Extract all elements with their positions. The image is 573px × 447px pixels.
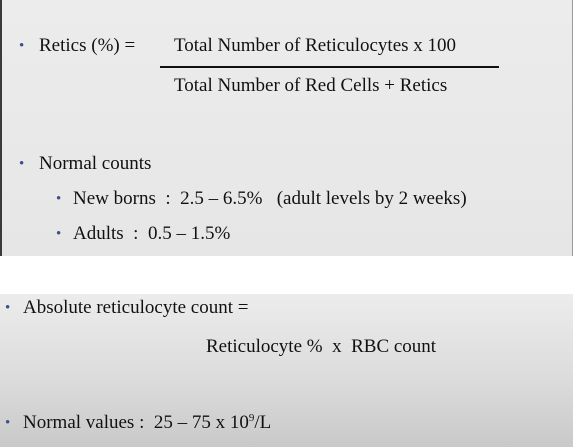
normal-counts-heading: Normal counts [39,153,151,175]
bullet-icon: • [5,412,10,434]
retics-formula-numerator: Total Number of Reticulocytes x 100 [174,35,456,57]
normal-counts-item-newborns: New borns : 2.5 – 6.5% (adult levels by … [73,188,467,210]
bullet-icon: • [5,297,10,319]
slide-gap [0,256,573,294]
slide-panel-bottom: • Absolute reticulocyte count = Reticulo… [0,294,573,447]
normal-values-text: Normal values : 25 – 75 x 109/L [23,412,271,434]
retics-formula-label: Retics (%) = [39,35,135,57]
bullet-icon: • [56,188,61,210]
normal-counts-item-adults: Adults : 0.5 – 1.5% [73,223,230,245]
bullet-icon: • [19,153,24,175]
bullet-icon: • [19,35,24,57]
absolute-count-formula: Reticulocyte % x RBC count [206,336,436,358]
normal-values-prefix: Normal values : 25 – 75 x 10 [23,412,249,433]
slide-panel-top: • Retics (%) = Total Number of Reticuloc… [0,0,573,256]
absolute-count-label: Absolute reticulocyte count = [23,297,248,319]
retics-formula-denominator: Total Number of Red Cells + Retics [174,75,447,97]
bullet-icon: • [56,223,61,245]
fraction-bar [160,66,499,68]
normal-values-suffix: /L [254,412,271,433]
